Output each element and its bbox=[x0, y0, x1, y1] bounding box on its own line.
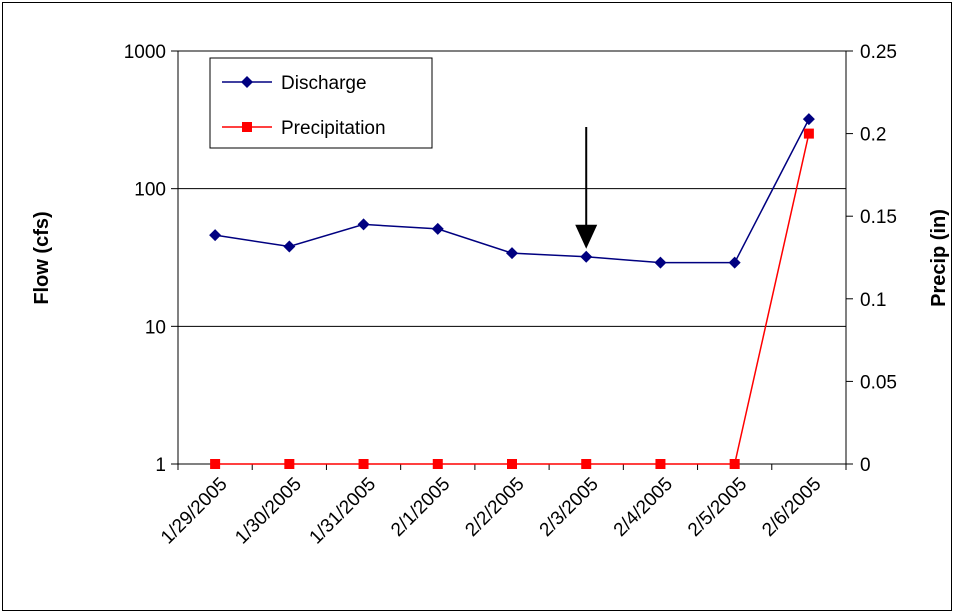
legend-precip-label: Precipitation bbox=[281, 118, 386, 139]
data-point-discharge bbox=[506, 247, 518, 260]
right-tick-label: 0.15 bbox=[860, 207, 897, 228]
gridlines bbox=[178, 50, 846, 327]
right-tick-label: 0.25 bbox=[860, 42, 897, 63]
x-tick-label: 2/2/2005 bbox=[461, 474, 528, 541]
x-tick-label: 2/5/2005 bbox=[684, 474, 751, 541]
y-right-axis-title: Precip (in) bbox=[928, 209, 950, 307]
data-point-discharge bbox=[209, 229, 222, 242]
data-point-discharge bbox=[431, 222, 444, 235]
data-point-discharge bbox=[580, 250, 593, 263]
data-point-precipitation bbox=[581, 459, 592, 469]
series-group bbox=[209, 113, 815, 469]
x-tick-label: 2/1/2005 bbox=[387, 474, 454, 541]
left-tick-label: 1000 bbox=[124, 42, 166, 63]
x-tick-label: 1/30/2005 bbox=[231, 474, 306, 549]
x-tick-label: 2/3/2005 bbox=[536, 474, 603, 541]
data-point-discharge bbox=[357, 218, 370, 231]
data-point-precipitation bbox=[803, 128, 814, 139]
left-tick-label: 1 bbox=[155, 455, 166, 476]
annotation bbox=[575, 127, 598, 249]
annotation-arrow-head bbox=[575, 224, 598, 249]
x-axis-ticks: 1/29/2005 1/30/2005 1/31/2005 2/1/2005 2/2/2… bbox=[157, 464, 847, 549]
data-point-discharge bbox=[728, 256, 741, 269]
legend: Discharge Precipitation bbox=[209, 57, 433, 149]
data-point-precipitation bbox=[655, 459, 666, 469]
x-tick-label: 2/6/2005 bbox=[758, 474, 825, 541]
data-point-discharge bbox=[802, 113, 815, 126]
left-tick-label: 100 bbox=[134, 180, 166, 201]
left-axis-ticks: 1 10 100 1000 bbox=[124, 42, 178, 476]
legend-precip-marker bbox=[242, 122, 252, 132]
legend-box bbox=[209, 57, 433, 149]
right-axis-ticks: 0 0.05 0.1 0.15 0.2 0.25 bbox=[846, 42, 897, 476]
data-point-precipitation bbox=[210, 459, 221, 469]
right-tick-label: 0.1 bbox=[860, 290, 886, 311]
data-point-precipitation bbox=[284, 459, 295, 469]
x-tick-label: 1/31/2005 bbox=[306, 474, 381, 549]
right-tick-label: 0.05 bbox=[860, 372, 897, 393]
right-tick-label: 0.2 bbox=[860, 125, 886, 146]
legend-discharge-marker bbox=[241, 76, 253, 88]
data-point-discharge bbox=[283, 240, 296, 253]
left-tick-label: 10 bbox=[145, 317, 166, 338]
x-tick-label: 1/29/2005 bbox=[157, 474, 232, 549]
legend-discharge-label: Discharge bbox=[281, 73, 367, 94]
data-point-discharge bbox=[654, 256, 667, 269]
data-point-precipitation bbox=[507, 459, 517, 469]
x-tick-label: 2/4/2005 bbox=[610, 474, 677, 541]
data-point-precipitation bbox=[729, 459, 740, 469]
data-point-precipitation bbox=[358, 459, 369, 469]
y-left-axis-title: Flow (cfs) bbox=[31, 211, 53, 304]
right-tick-label: 0 bbox=[860, 455, 871, 476]
series-line-precipitation bbox=[215, 133, 810, 465]
data-point-precipitation bbox=[432, 459, 443, 469]
